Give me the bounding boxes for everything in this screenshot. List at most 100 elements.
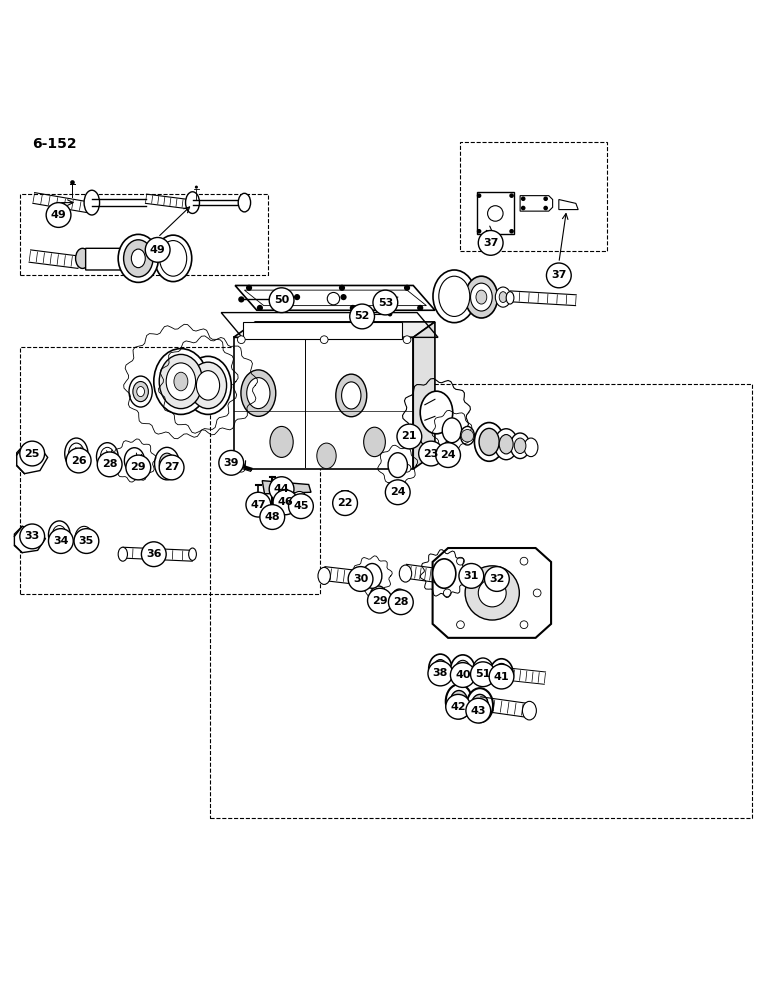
Circle shape (70, 180, 75, 185)
Circle shape (238, 296, 244, 303)
Text: 42: 42 (450, 702, 466, 712)
Circle shape (484, 567, 509, 591)
Ellipse shape (455, 660, 470, 680)
Text: 45: 45 (293, 501, 309, 511)
Bar (20, 194, 268, 275)
Circle shape (417, 305, 424, 311)
Circle shape (478, 230, 503, 255)
Text: 48: 48 (264, 512, 280, 522)
Ellipse shape (510, 433, 530, 459)
Circle shape (404, 285, 410, 291)
Text: 46: 46 (278, 497, 293, 507)
Circle shape (520, 621, 528, 629)
Circle shape (257, 305, 263, 311)
Ellipse shape (506, 292, 514, 304)
Circle shape (195, 186, 198, 189)
Ellipse shape (460, 426, 474, 445)
Ellipse shape (154, 235, 192, 282)
Circle shape (465, 566, 519, 620)
Ellipse shape (133, 382, 148, 402)
Ellipse shape (189, 548, 197, 560)
Text: 29: 29 (130, 462, 146, 472)
Polygon shape (86, 248, 125, 270)
Ellipse shape (246, 378, 270, 409)
Ellipse shape (159, 354, 203, 409)
Ellipse shape (433, 270, 476, 323)
Circle shape (544, 196, 548, 201)
Ellipse shape (166, 363, 196, 400)
Circle shape (450, 663, 475, 687)
Ellipse shape (123, 240, 153, 277)
Text: 34: 34 (53, 536, 69, 546)
Ellipse shape (69, 443, 84, 464)
Circle shape (534, 589, 541, 597)
Circle shape (445, 694, 470, 719)
Ellipse shape (52, 526, 66, 544)
Text: 22: 22 (337, 498, 353, 508)
Text: 51: 51 (475, 669, 491, 679)
Circle shape (246, 492, 271, 517)
Circle shape (48, 529, 73, 553)
Circle shape (20, 441, 44, 466)
Circle shape (403, 464, 411, 472)
Circle shape (269, 477, 294, 502)
Circle shape (273, 490, 298, 515)
Text: 27: 27 (164, 462, 179, 472)
Circle shape (289, 494, 314, 519)
Text: 43: 43 (470, 706, 486, 716)
Ellipse shape (466, 688, 493, 722)
Circle shape (340, 294, 346, 300)
Circle shape (349, 305, 356, 311)
Circle shape (388, 590, 413, 615)
Circle shape (246, 285, 252, 291)
Ellipse shape (470, 283, 492, 311)
Circle shape (509, 193, 514, 198)
Ellipse shape (476, 290, 487, 304)
Text: 32: 32 (489, 574, 505, 584)
Ellipse shape (124, 448, 144, 473)
Ellipse shape (159, 453, 175, 474)
Circle shape (98, 452, 122, 477)
Ellipse shape (174, 372, 188, 391)
Ellipse shape (420, 391, 452, 434)
Ellipse shape (523, 701, 537, 720)
Text: 35: 35 (79, 536, 94, 546)
Ellipse shape (495, 429, 518, 460)
Circle shape (478, 579, 506, 607)
Ellipse shape (131, 249, 145, 268)
Circle shape (385, 299, 390, 304)
Circle shape (489, 664, 514, 689)
Text: 49: 49 (51, 210, 66, 220)
Circle shape (219, 450, 243, 475)
Ellipse shape (118, 234, 158, 282)
Circle shape (66, 448, 91, 473)
Circle shape (292, 491, 307, 505)
Ellipse shape (363, 427, 385, 457)
Polygon shape (520, 196, 553, 211)
Polygon shape (233, 322, 435, 337)
Ellipse shape (499, 292, 507, 303)
Polygon shape (16, 444, 48, 474)
Ellipse shape (363, 564, 382, 588)
Ellipse shape (524, 438, 538, 457)
Text: 30: 30 (353, 574, 368, 584)
Circle shape (333, 491, 357, 515)
Text: 31: 31 (463, 571, 479, 581)
Ellipse shape (429, 654, 452, 684)
Ellipse shape (395, 593, 404, 605)
Ellipse shape (75, 526, 94, 551)
Text: 47: 47 (250, 500, 266, 510)
Ellipse shape (342, 382, 361, 409)
Circle shape (349, 304, 374, 329)
Ellipse shape (442, 418, 462, 443)
Ellipse shape (317, 443, 336, 469)
Text: 23: 23 (424, 449, 438, 459)
Circle shape (477, 229, 481, 234)
Circle shape (521, 206, 526, 210)
Circle shape (373, 290, 398, 315)
Polygon shape (233, 337, 413, 469)
Ellipse shape (465, 276, 498, 318)
Text: 25: 25 (24, 449, 40, 459)
Text: 24: 24 (440, 450, 456, 460)
Circle shape (278, 488, 293, 504)
